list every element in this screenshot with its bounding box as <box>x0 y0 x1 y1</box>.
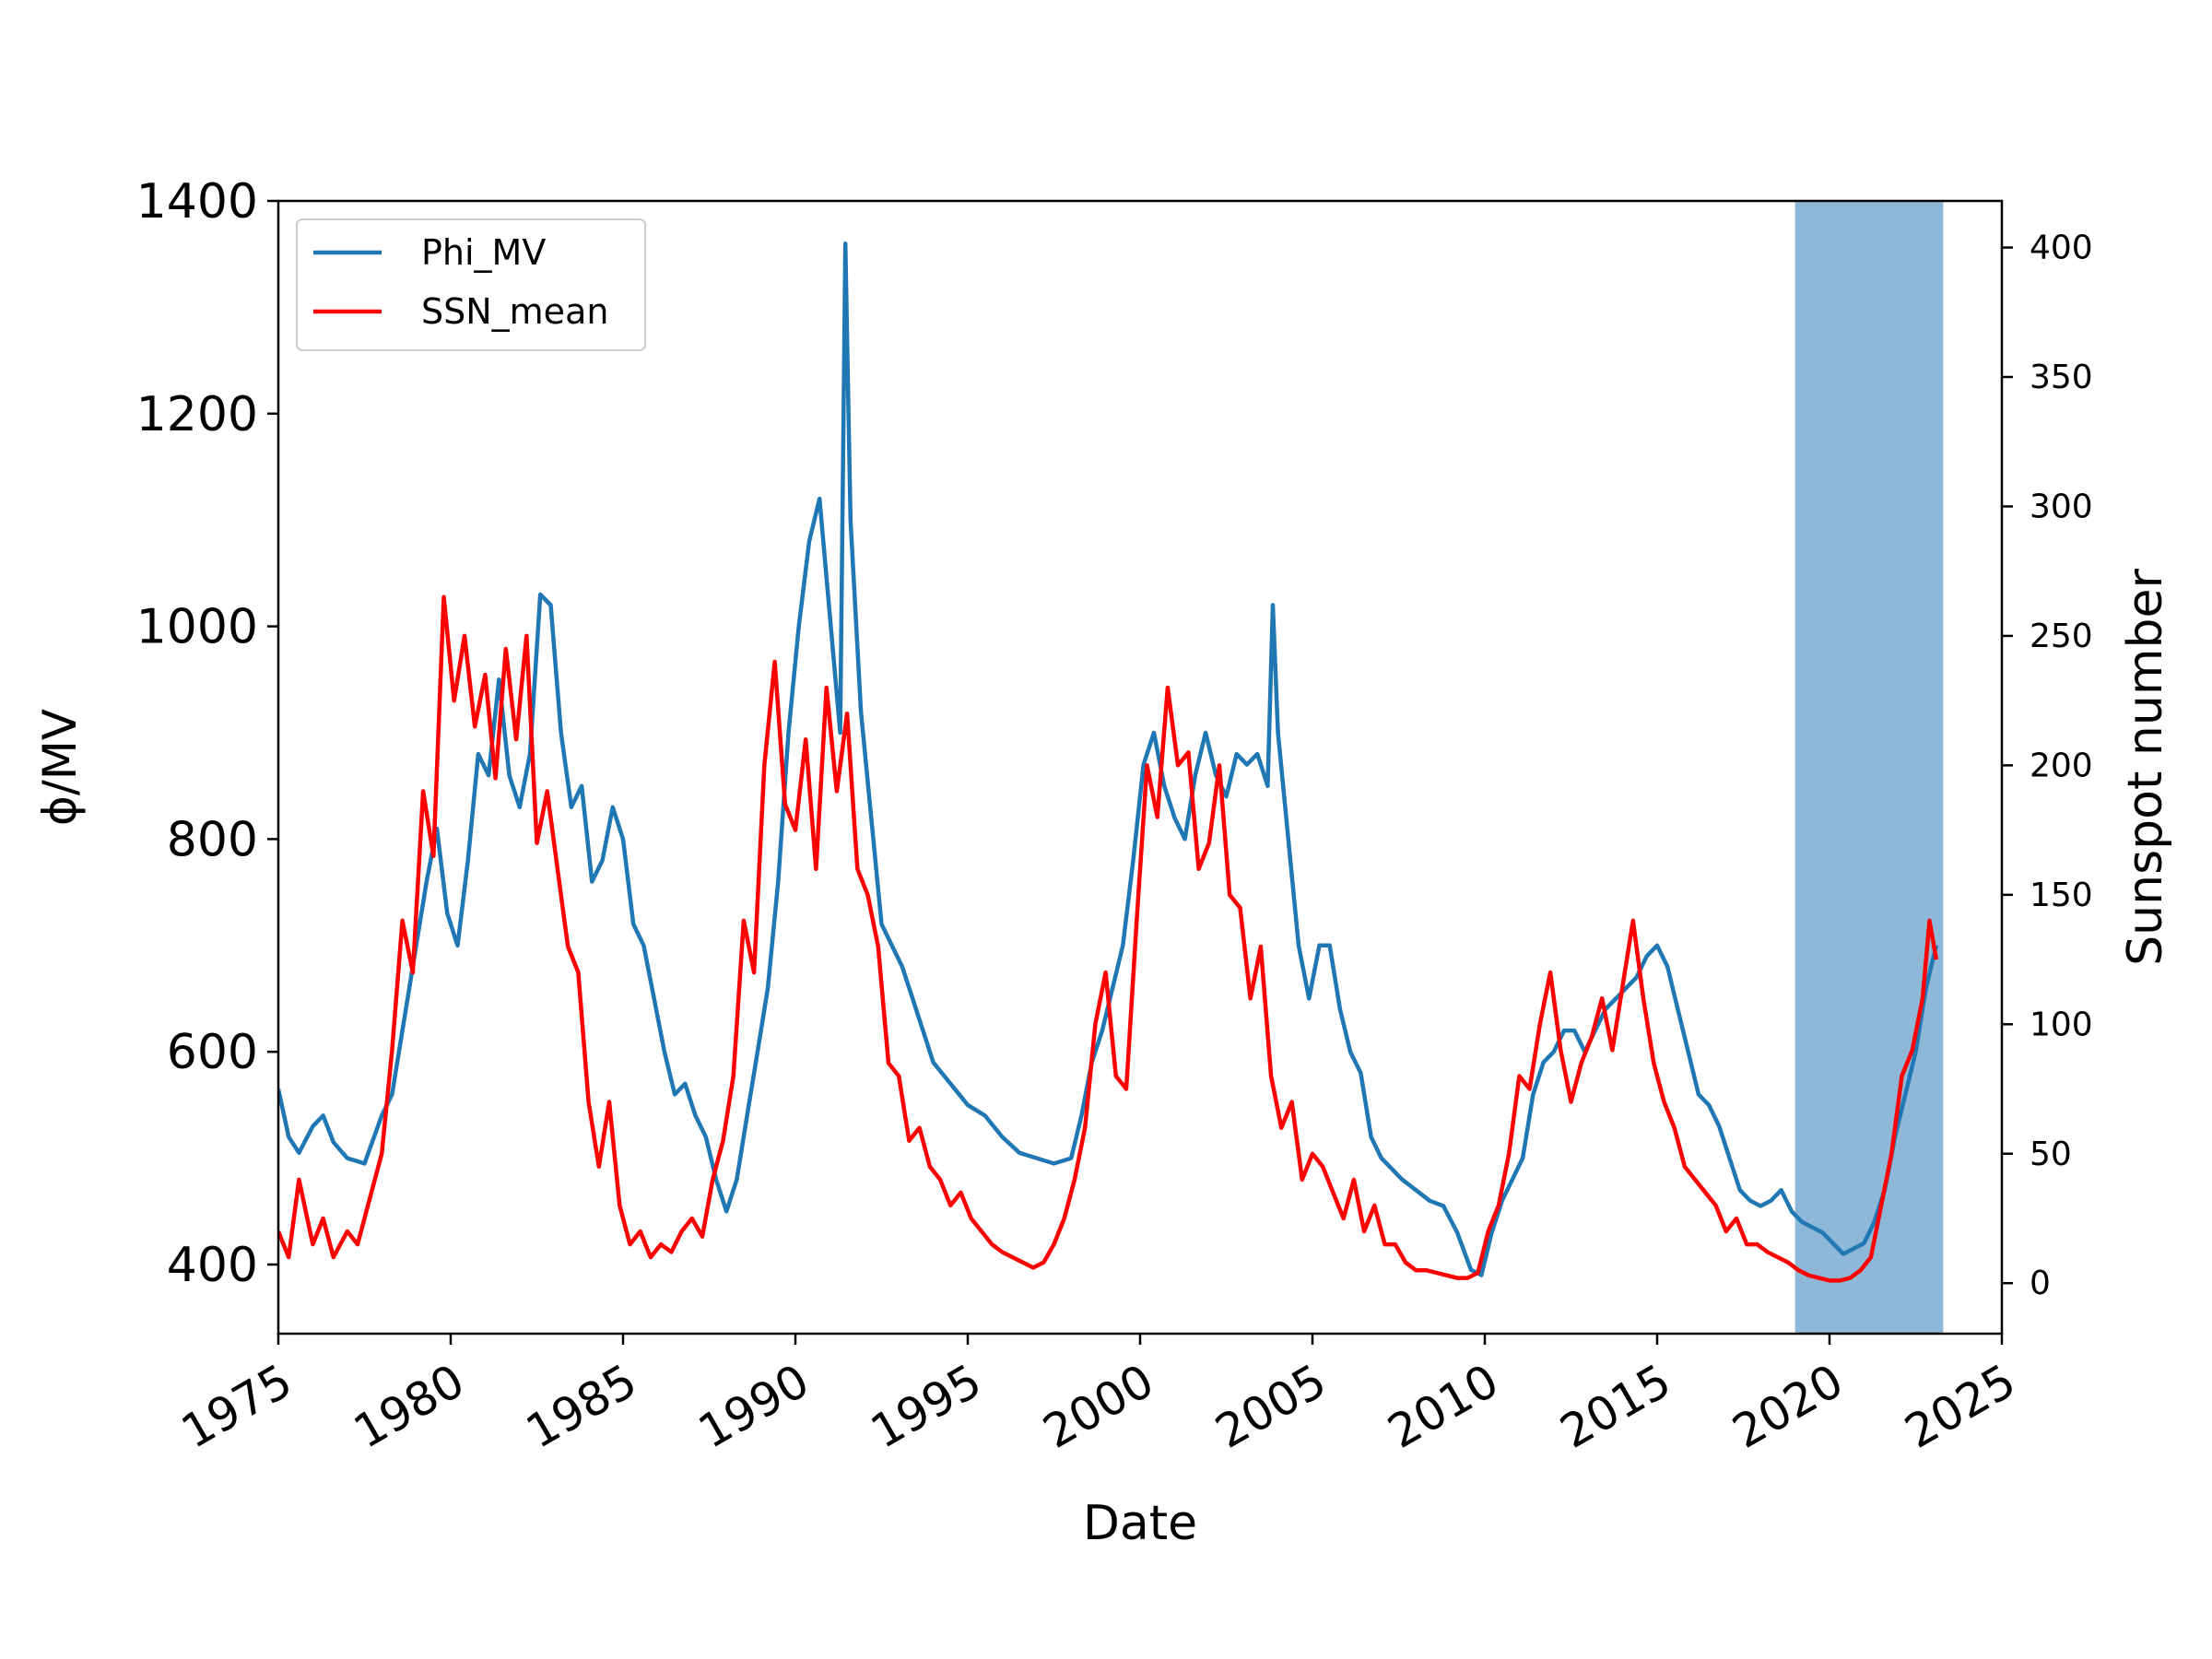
y-right-tick-label: 350 <box>2030 359 2093 396</box>
y-right-tick-label: 150 <box>2030 877 2093 914</box>
y-right-tick-label: 0 <box>2030 1265 2051 1302</box>
shaded-region <box>1794 201 1944 1334</box>
legend-box <box>296 218 646 351</box>
y-left-tick-label: 600 <box>167 1025 258 1080</box>
y-right-tick-label: 300 <box>2030 488 2093 525</box>
legend-label-ssn-mean: SSN_mean <box>421 291 608 332</box>
y-axis-left-title: ϕ/MV <box>33 709 87 826</box>
series-line-phi-mv <box>278 241 1939 1277</box>
y-left-tick-label: 1400 <box>136 174 258 229</box>
y-right-tick-label: 200 <box>2030 747 2093 784</box>
y-right-tick-label: 400 <box>2030 229 2093 267</box>
y-right-tick-label: 100 <box>2030 1006 2093 1043</box>
y-left-tick-label: 800 <box>167 812 258 867</box>
plot-area <box>278 201 1944 1334</box>
y-right-tick-label: 50 <box>2030 1135 2072 1173</box>
legend: Phi_MV SSN_mean <box>296 218 646 351</box>
legend-label-phi-mv: Phi_MV <box>421 232 546 273</box>
series-line-ssn-mean <box>278 594 1939 1283</box>
x-axis-title: Date <box>1083 1496 1197 1551</box>
y-right-tick-label: 250 <box>2030 618 2093 655</box>
y-axis-right-title: Sunspot number <box>2118 569 2173 966</box>
y-left-tick-label: 400 <box>167 1238 258 1293</box>
y-left-tick-label: 1200 <box>136 387 258 442</box>
y-left-tick-label: 1000 <box>136 600 258 655</box>
